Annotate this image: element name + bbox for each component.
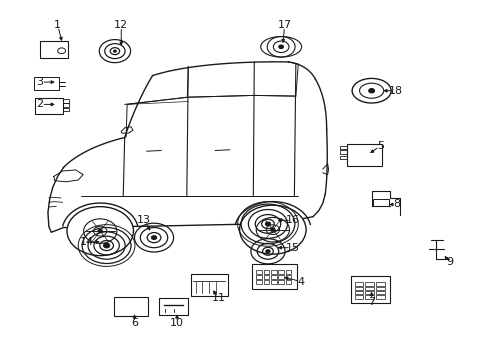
Bar [190, 274, 227, 296]
Text: 14: 14 [80, 237, 94, 247]
Bar [63, 103, 69, 107]
Bar [365, 295, 373, 299]
Circle shape [278, 45, 283, 49]
Text: 3: 3 [37, 77, 43, 87]
Text: 6: 6 [131, 318, 138, 328]
Text: 5: 5 [376, 141, 383, 151]
Ellipse shape [260, 37, 301, 57]
Text: 8: 8 [393, 199, 400, 210]
Circle shape [67, 207, 133, 256]
Bar [346, 144, 381, 166]
Bar [278, 270, 284, 274]
Bar [285, 280, 291, 284]
Text: 11: 11 [212, 293, 225, 303]
Circle shape [265, 250, 269, 253]
Bar [270, 275, 276, 279]
Bar [278, 275, 284, 279]
Circle shape [239, 205, 305, 254]
Bar [375, 282, 384, 286]
Bar [365, 282, 373, 286]
Bar [256, 275, 262, 279]
Text: 13: 13 [137, 215, 151, 225]
Bar [40, 41, 68, 58]
Text: 16: 16 [285, 215, 299, 225]
Circle shape [98, 230, 102, 233]
Circle shape [151, 236, 156, 239]
Bar [339, 156, 346, 159]
Bar [375, 291, 384, 294]
Text: 15: 15 [285, 243, 299, 253]
Bar [365, 287, 373, 290]
Bar [285, 275, 291, 279]
Bar [63, 108, 69, 111]
Bar [35, 98, 63, 114]
Circle shape [368, 89, 374, 93]
Circle shape [113, 50, 116, 52]
Ellipse shape [351, 78, 390, 103]
Bar [114, 297, 147, 316]
Text: 7: 7 [367, 297, 374, 307]
Bar [339, 150, 346, 154]
Text: 18: 18 [388, 86, 402, 96]
Bar [278, 280, 284, 284]
Bar [256, 270, 262, 274]
Text: 4: 4 [297, 276, 304, 287]
Bar [354, 287, 363, 290]
Bar [252, 264, 297, 289]
Text: 17: 17 [277, 20, 291, 30]
Bar [270, 280, 276, 284]
Bar [354, 295, 363, 299]
Bar [63, 99, 69, 103]
Text: 10: 10 [170, 318, 183, 328]
Circle shape [270, 228, 274, 231]
Bar [350, 276, 389, 303]
Bar [263, 270, 269, 274]
Bar [270, 270, 276, 274]
Bar [263, 280, 269, 284]
Text: 12: 12 [114, 20, 128, 30]
Text: 2: 2 [37, 99, 43, 109]
Circle shape [265, 222, 270, 226]
Text: 9: 9 [446, 257, 452, 267]
Circle shape [103, 243, 109, 248]
Bar [285, 270, 291, 274]
Bar [375, 287, 384, 290]
Bar [354, 282, 363, 286]
Bar [354, 291, 363, 294]
Text: 1: 1 [54, 20, 61, 30]
Bar [365, 291, 373, 294]
Bar [375, 295, 384, 299]
Bar [159, 298, 187, 315]
Bar [256, 280, 262, 284]
Bar [263, 275, 269, 279]
Bar [34, 77, 59, 90]
Bar [372, 199, 388, 206]
Bar [339, 146, 346, 149]
